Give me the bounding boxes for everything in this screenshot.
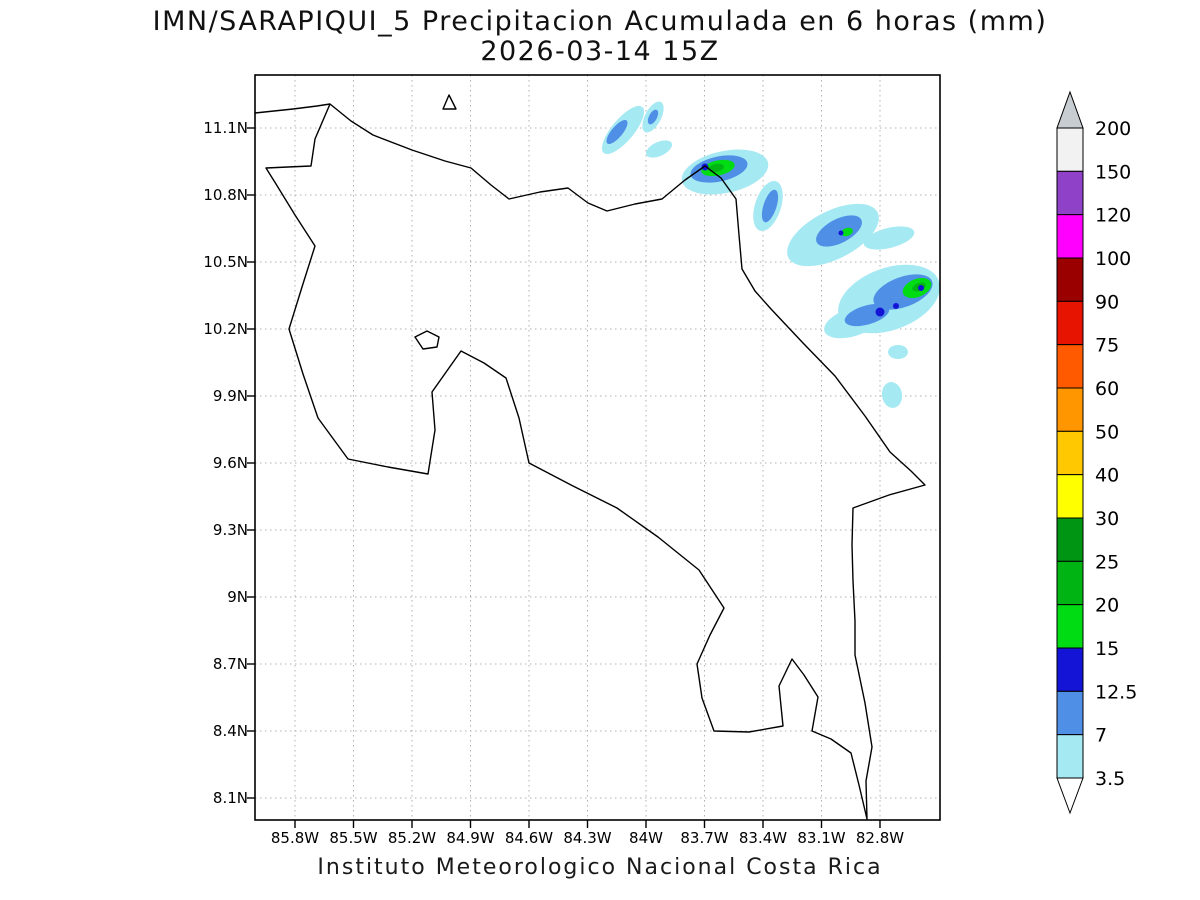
precip-cell bbox=[606, 119, 628, 145]
colorbar-label: 30 bbox=[1095, 508, 1119, 530]
precip-cell bbox=[761, 189, 779, 223]
x-axis-tick-label: 84.3W bbox=[563, 829, 612, 847]
axis-ticks bbox=[247, 127, 881, 828]
precip-cell bbox=[701, 163, 709, 171]
colorbar-label: 120 bbox=[1095, 205, 1131, 227]
y-axis-tick-label: 9.9N bbox=[212, 387, 248, 405]
colorbar-segment bbox=[1056, 170, 1084, 216]
footer-text: Instituto Meteorologico Nacional Costa R… bbox=[317, 855, 883, 880]
y-axis-tick-label: 10.5N bbox=[203, 253, 248, 271]
colorbar-label: 40 bbox=[1095, 465, 1119, 487]
colorbar-segment bbox=[1056, 257, 1084, 302]
plot-border bbox=[254, 74, 941, 821]
gridlines bbox=[255, 75, 940, 820]
precip-cell bbox=[841, 227, 853, 237]
y-axis-tick-label: 9.3N bbox=[212, 521, 248, 539]
x-axis-tick-label: 85.5W bbox=[329, 829, 378, 847]
precip-cell bbox=[881, 382, 903, 408]
colorbar-segment bbox=[1056, 604, 1084, 649]
colorbar-segment bbox=[1056, 560, 1084, 606]
map-plot-area bbox=[245, 65, 950, 830]
colorbar-label: 12.5 bbox=[1095, 681, 1137, 703]
colorbar-label: 100 bbox=[1095, 248, 1131, 270]
x-axis-tick-label: 83.1W bbox=[797, 829, 846, 847]
colorbar-label: 3.5 bbox=[1095, 768, 1125, 790]
colorbar-label: 25 bbox=[1095, 551, 1119, 573]
precip-cell bbox=[645, 140, 673, 158]
precip-cell bbox=[816, 215, 862, 247]
y-axis-tick-label: 9N bbox=[227, 588, 248, 606]
colorbar-segment bbox=[1056, 647, 1084, 692]
colorbar-segment bbox=[1056, 300, 1084, 346]
x-axis-tick-label: 85.8W bbox=[270, 829, 320, 847]
colorbar-label: 200 bbox=[1095, 118, 1131, 140]
precip-cell bbox=[888, 345, 908, 359]
precip-cell bbox=[708, 163, 724, 173]
colorbar-segment bbox=[1056, 474, 1084, 519]
y-axis-tick-label: 11.1N bbox=[203, 119, 248, 137]
coastlines bbox=[254, 94, 926, 820]
colorbar-segment bbox=[1056, 127, 1084, 172]
x-axis-tick-label: 84.6W bbox=[504, 829, 554, 847]
precip-cell bbox=[893, 303, 899, 309]
solentiname-island bbox=[442, 94, 457, 110]
map-valid-time: 2026-03-14 15Z bbox=[480, 36, 720, 67]
precip-layer-12p5mm bbox=[701, 163, 924, 317]
colorbar-segment bbox=[1056, 344, 1084, 389]
colorbar-arrow-top bbox=[1056, 90, 1084, 129]
colorbar-segment bbox=[1056, 690, 1084, 736]
colorbar: 200 150 120 100 90 75 60 50 40 30 25 20 15 12.5 7 3.5 bbox=[1051, 86, 1196, 836]
precip-cell bbox=[863, 226, 915, 250]
colorbar-segment bbox=[1056, 517, 1084, 562]
y-axis-tick-label: 10.2N bbox=[203, 320, 248, 338]
x-axis-tick-label: 83.4W bbox=[738, 829, 788, 847]
precip-cell bbox=[838, 230, 844, 236]
costa-rica-map-svg bbox=[247, 74, 941, 828]
y-axis-tick-label: 9.6N bbox=[212, 454, 248, 472]
precip-cell bbox=[918, 285, 924, 291]
colorbar-label: 60 bbox=[1095, 378, 1119, 400]
colorbar-label: 20 bbox=[1095, 595, 1119, 617]
precip-cell bbox=[647, 109, 659, 125]
x-axis-tick-label: 84W bbox=[629, 829, 663, 847]
colorbar-segment bbox=[1056, 430, 1084, 476]
map-title: IMN/SARAPIQUI_5 Precipitacion Acumulada … bbox=[152, 6, 1048, 37]
y-axis-tick-label: 10.8N bbox=[203, 186, 248, 204]
x-axis-tick-label: 84.9W bbox=[446, 829, 495, 847]
precip-layer-7mm bbox=[606, 109, 933, 327]
y-axis-tick-label: 8.4N bbox=[212, 722, 248, 740]
colorbar-label: 75 bbox=[1095, 335, 1119, 357]
y-axis-tick-label: 8.7N bbox=[212, 655, 248, 673]
colorbar-segment bbox=[1056, 214, 1084, 259]
precip-layer-3p5mm bbox=[601, 101, 940, 408]
x-axis-tick-label: 85.2W bbox=[387, 829, 437, 847]
x-axis-tick-label: 83.7W bbox=[680, 829, 729, 847]
colorbar-segment bbox=[1056, 734, 1084, 779]
y-axis-tick-label: 8.1N bbox=[212, 789, 248, 807]
colorbar-segment bbox=[1056, 387, 1084, 432]
precip-cell bbox=[875, 307, 885, 317]
precipitation-shading bbox=[601, 101, 940, 408]
colorbar-arrow-bottom bbox=[1056, 777, 1084, 815]
colorbar-svg: 200 150 120 100 90 75 60 50 40 30 25 20 15 12.5 7 3.5 bbox=[1056, 90, 1137, 815]
colorbar-label: 50 bbox=[1095, 421, 1119, 443]
colorbar-label: 150 bbox=[1095, 161, 1131, 183]
colorbar-label: 15 bbox=[1095, 638, 1119, 660]
colorbar-label: 7 bbox=[1095, 725, 1107, 747]
x-axis-tick-label: 82.8W bbox=[855, 829, 905, 847]
colorbar-label: 90 bbox=[1095, 291, 1119, 313]
costa-rica-coastline bbox=[254, 103, 926, 820]
chira-island bbox=[414, 330, 440, 350]
